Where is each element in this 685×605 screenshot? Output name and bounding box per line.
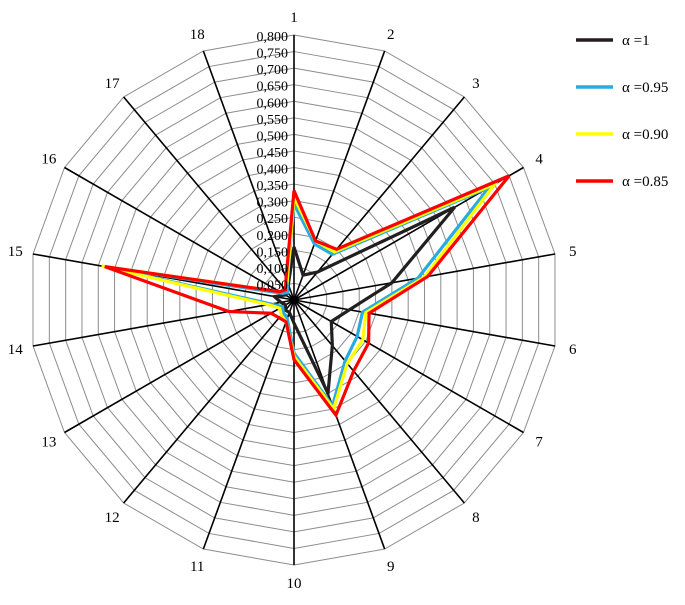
legend-label: α =0.95: [622, 80, 668, 96]
category-label: 11: [190, 559, 204, 575]
category-label: 18: [190, 27, 205, 43]
category-label: 3: [472, 76, 480, 92]
series-line-4: [104, 174, 511, 419]
category-label: 5: [569, 244, 577, 260]
axis-spoke: [64, 166, 295, 301]
tick-label: 0,300: [257, 196, 289, 211]
axis-spoke: [293, 299, 386, 550]
tick-label: 0,800: [257, 30, 289, 45]
category-label: 15: [8, 244, 23, 260]
tick-label: 0,600: [257, 96, 289, 111]
category-label: 7: [535, 435, 543, 451]
tick-label: 0,250: [257, 212, 289, 227]
category-label: 9: [387, 559, 395, 575]
legend-label: α =0.85: [622, 174, 668, 190]
series-line-1: [270, 205, 456, 400]
legend-label: α =1: [622, 33, 650, 49]
tick-label: 0,400: [257, 163, 289, 178]
legend: α =1 α =0.95 α =0.90 α =0.85: [576, 33, 668, 190]
tick-label: 0,150: [257, 245, 289, 260]
axis-spoke: [32, 299, 295, 347]
axis-spoke: [293, 299, 465, 504]
tick-label: 0,450: [257, 146, 289, 161]
tick-label: 0,050: [257, 278, 289, 293]
tick-label: 0,700: [257, 63, 289, 78]
tick-label: 0,550: [257, 113, 289, 128]
spokes: [32, 35, 556, 565]
axis-spoke: [293, 50, 386, 301]
category-label: 13: [41, 435, 56, 451]
axis-spoke: [123, 96, 295, 301]
category-label: 10: [287, 576, 302, 592]
category-label: 4: [535, 152, 543, 168]
axis-spoke: [293, 96, 465, 301]
axis-spoke: [293, 299, 556, 347]
series-lines: [101, 174, 511, 419]
tick-label: 0,200: [257, 229, 289, 244]
tick-label: 0,750: [257, 47, 289, 62]
axis-spoke: [202, 50, 295, 301]
tick-label: 0,500: [257, 129, 289, 144]
legend-label: α =0.90: [622, 127, 668, 143]
category-label: 1: [290, 10, 298, 26]
tick-label: 0,650: [257, 80, 289, 95]
category-label: 8: [472, 510, 480, 526]
tick-label: 0,100: [257, 262, 289, 277]
axis-spoke: [64, 299, 295, 434]
axis-spoke: [202, 299, 295, 550]
category-label: 17: [105, 76, 121, 92]
category-label: 14: [8, 342, 24, 358]
category-label: 6: [569, 342, 577, 358]
category-label: 2: [387, 27, 395, 43]
tick-label: 0,350: [257, 179, 289, 194]
axis-spoke: [123, 299, 295, 504]
category-label: 12: [105, 510, 120, 526]
category-label: 16: [41, 152, 57, 168]
